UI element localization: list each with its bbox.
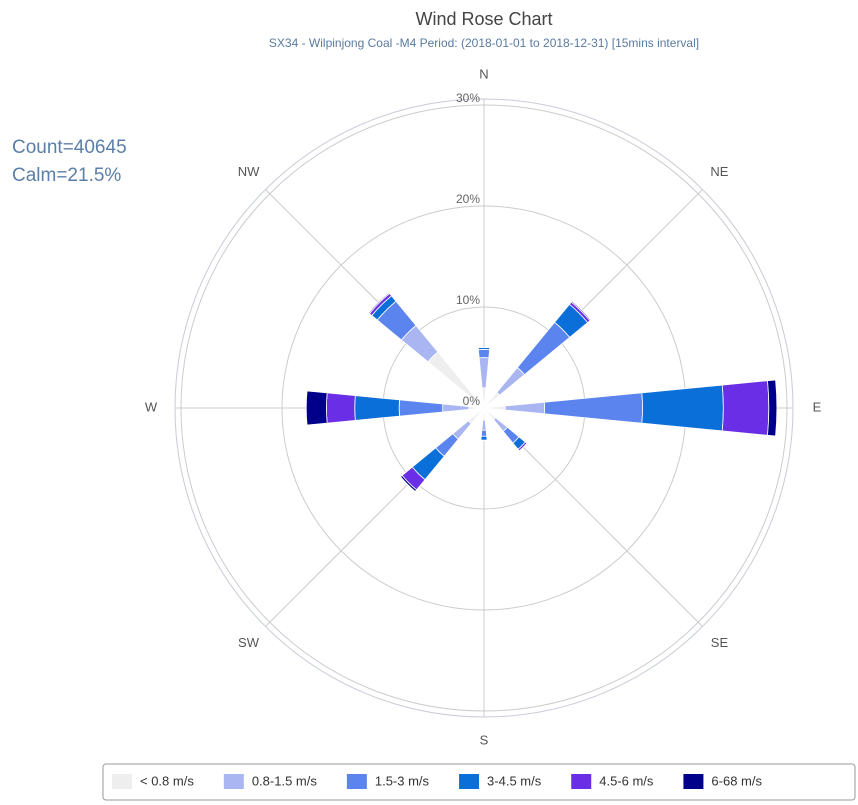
legend-label: 6-68 m/s	[711, 773, 762, 788]
wedge	[641, 384, 724, 432]
direction-label: E	[813, 399, 822, 414]
wedge	[480, 429, 488, 437]
chart-title: Wind Rose Chart	[415, 9, 552, 29]
wedge	[496, 366, 526, 396]
wedge	[483, 391, 501, 409]
r-tick-label: 20%	[456, 192, 480, 206]
chart-subtitle: SX34 - Wilpinjong Coal -M4 Period: (2018…	[269, 36, 699, 50]
wedge	[368, 292, 391, 315]
wedge	[305, 390, 328, 426]
legend-swatch	[683, 774, 704, 789]
legend-label: 1.5-3 m/s	[375, 773, 430, 788]
legend-swatch	[459, 774, 480, 789]
wedge	[481, 387, 487, 409]
annotation: Calm=21.5%	[12, 165, 121, 186]
legend-label: 3-4.5 m/s	[487, 773, 542, 788]
direction-label: NE	[710, 164, 728, 179]
direction-label: SW	[238, 635, 260, 650]
direction-label: NW	[238, 164, 260, 179]
wedge	[721, 380, 770, 436]
wedge	[467, 407, 485, 425]
wedge	[326, 392, 356, 424]
legend-swatch	[346, 774, 367, 789]
wedge	[478, 357, 490, 389]
legend-swatch	[571, 774, 592, 789]
wedge	[477, 349, 491, 359]
direction-label: S	[480, 732, 489, 747]
direction-label: W	[145, 399, 158, 414]
legend-label: 4.5-6 m/s	[599, 773, 654, 788]
wedge	[570, 300, 592, 322]
direction-label: N	[479, 66, 488, 81]
wedge	[398, 399, 444, 417]
legend-label: 0.8-1.5 m/s	[252, 773, 318, 788]
wedge	[480, 435, 488, 441]
r-tick-label: 30%	[456, 91, 480, 105]
wedge	[482, 407, 486, 421]
wedge	[767, 379, 778, 437]
wedge	[400, 474, 418, 492]
r-tick-label: 10%	[456, 293, 480, 307]
wedge	[483, 405, 506, 411]
wedge	[543, 392, 643, 424]
annotation: Count=40645	[12, 137, 127, 158]
wedge	[354, 395, 400, 421]
legend-label: < 0.8 m/s	[140, 773, 194, 788]
direction-label: SE	[711, 635, 729, 650]
wedge	[481, 419, 487, 431]
wedge	[483, 407, 497, 421]
legend-swatch	[112, 774, 132, 789]
wedge	[504, 401, 545, 415]
wedge	[516, 321, 571, 376]
r-tick-label: 0%	[463, 394, 481, 408]
legend-swatch	[223, 774, 244, 789]
